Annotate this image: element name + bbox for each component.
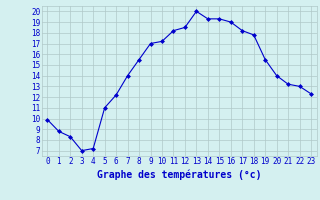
X-axis label: Graphe des températures (°c): Graphe des températures (°c) — [97, 169, 261, 180]
